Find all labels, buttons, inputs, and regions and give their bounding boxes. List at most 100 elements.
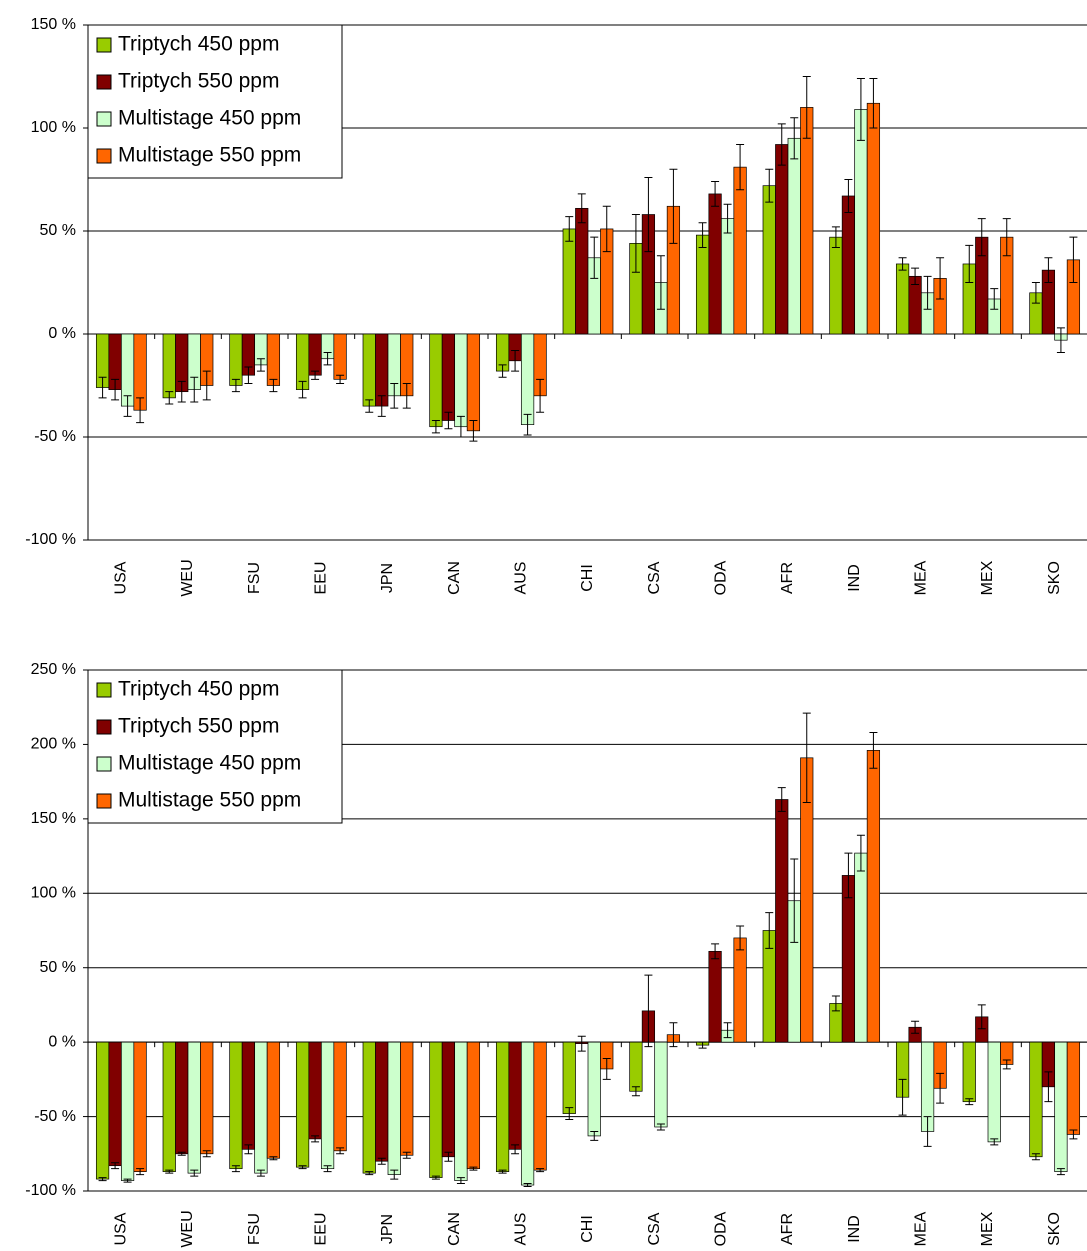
- error-bar: [269, 1156, 278, 1161]
- legend-swatch: [96, 682, 112, 698]
- error-bar: [311, 370, 320, 380]
- bar: [95, 1041, 110, 1180]
- y-tick-label: 250 %: [31, 661, 76, 678]
- x-tick-label: AFR: [779, 562, 796, 594]
- x-tick-label: WEU: [179, 559, 196, 596]
- error-bar: [444, 411, 453, 430]
- error-bar: [390, 1169, 399, 1180]
- x-tick-label: MEX: [979, 1211, 996, 1246]
- legend-swatch: [96, 719, 112, 735]
- error-bar: [365, 1171, 374, 1176]
- bar: [362, 1041, 376, 1174]
- error-bar: [777, 123, 786, 166]
- x-tick-label: FSU: [246, 1213, 263, 1245]
- error-bar: [244, 366, 253, 384]
- error-bar: [523, 1183, 532, 1188]
- error-bar: [669, 1022, 678, 1048]
- bar: [466, 333, 481, 432]
- error-bar: [990, 288, 999, 310]
- bar: [266, 333, 281, 386]
- y-tick-label: 100 %: [31, 119, 76, 136]
- bar: [562, 228, 576, 335]
- error-bar: [898, 257, 907, 271]
- x-tick-label: CHI: [579, 564, 596, 592]
- bar: [241, 1041, 256, 1150]
- error-bar: [469, 420, 478, 442]
- error-bar: [869, 732, 878, 769]
- y-tick-label: 200 %: [31, 736, 76, 753]
- error-bar: [869, 78, 878, 129]
- error-bar: [365, 399, 374, 413]
- legend-label: Triptych 550 ppm: [118, 70, 279, 93]
- x-tick-label: SKO: [1046, 1212, 1063, 1246]
- error-bar: [123, 395, 132, 417]
- error-bar: [136, 1168, 145, 1176]
- error-bar: [177, 380, 186, 403]
- error-bar: [244, 1144, 253, 1155]
- error-bar: [898, 1078, 907, 1116]
- error-bar: [190, 1169, 199, 1177]
- bar: [654, 1041, 668, 1128]
- bar: [254, 1041, 268, 1174]
- bar: [295, 1041, 310, 1168]
- legend-label: Triptych 450 ppm: [118, 33, 279, 56]
- bar: [800, 107, 814, 335]
- error-bar: [202, 370, 211, 401]
- error-bar: [431, 420, 440, 434]
- error-bar: [390, 382, 399, 409]
- bar: [187, 1041, 201, 1174]
- error-bar: [565, 1107, 574, 1121]
- error-bar: [511, 1144, 520, 1155]
- x-tick-label: AUS: [513, 562, 530, 595]
- x-tick-label: CAN: [446, 561, 463, 595]
- error-bar: [590, 1130, 599, 1141]
- error-bar: [936, 257, 945, 300]
- error-bar: [977, 218, 986, 257]
- error-bar: [831, 226, 840, 248]
- error-bar: [723, 1022, 732, 1039]
- bar: [120, 1041, 135, 1181]
- legend-label: Multistage 450 ppm: [118, 107, 301, 130]
- bar: [854, 852, 868, 1043]
- chart: -100 % -50 % 0 % 50 % 100 % 150 % 200 % 250 % US…: [25, 661, 1087, 1248]
- x-tick-label: IND: [846, 1215, 863, 1243]
- error-bar: [923, 275, 932, 310]
- bar: [375, 1041, 389, 1162]
- x-tick-label: CSA: [646, 1212, 663, 1245]
- error-bar: [831, 995, 840, 1012]
- bar: [533, 1041, 547, 1171]
- error-bar: [1069, 236, 1078, 283]
- bar: [454, 333, 468, 428]
- bar: [387, 1041, 401, 1175]
- x-tick-label: MEA: [913, 1211, 930, 1246]
- error-bar: [1044, 257, 1053, 283]
- error-bar: [602, 1058, 611, 1080]
- error-bar: [498, 1169, 507, 1174]
- bar: [962, 1041, 976, 1103]
- error-bar: [711, 181, 720, 207]
- bar: [841, 195, 856, 335]
- x-tick-label: CSA: [646, 561, 663, 594]
- x-tick-label: CAN: [446, 1212, 463, 1246]
- legend-swatch: [96, 74, 112, 90]
- bar: [229, 333, 243, 386]
- error-bar: [377, 395, 386, 417]
- legend-label: Multistage 550 ppm: [118, 789, 301, 812]
- bar: [987, 1041, 1001, 1143]
- error-bar: [911, 1020, 920, 1034]
- error-bar: [965, 1098, 974, 1106]
- error-bar: [323, 1165, 332, 1173]
- legend-swatch: [96, 111, 112, 127]
- y-tick-label: 150 %: [31, 810, 76, 827]
- error-bar: [336, 374, 345, 384]
- error-bar: [923, 1116, 932, 1147]
- bar: [708, 950, 722, 1043]
- error-bar: [669, 168, 678, 244]
- bar: [441, 1041, 456, 1158]
- error-bar: [802, 712, 811, 803]
- bar: [495, 1041, 510, 1172]
- bar: [375, 333, 389, 407]
- bar: [175, 1041, 189, 1155]
- legend-box: [87, 24, 343, 179]
- x-tick-label: EEU: [313, 562, 330, 595]
